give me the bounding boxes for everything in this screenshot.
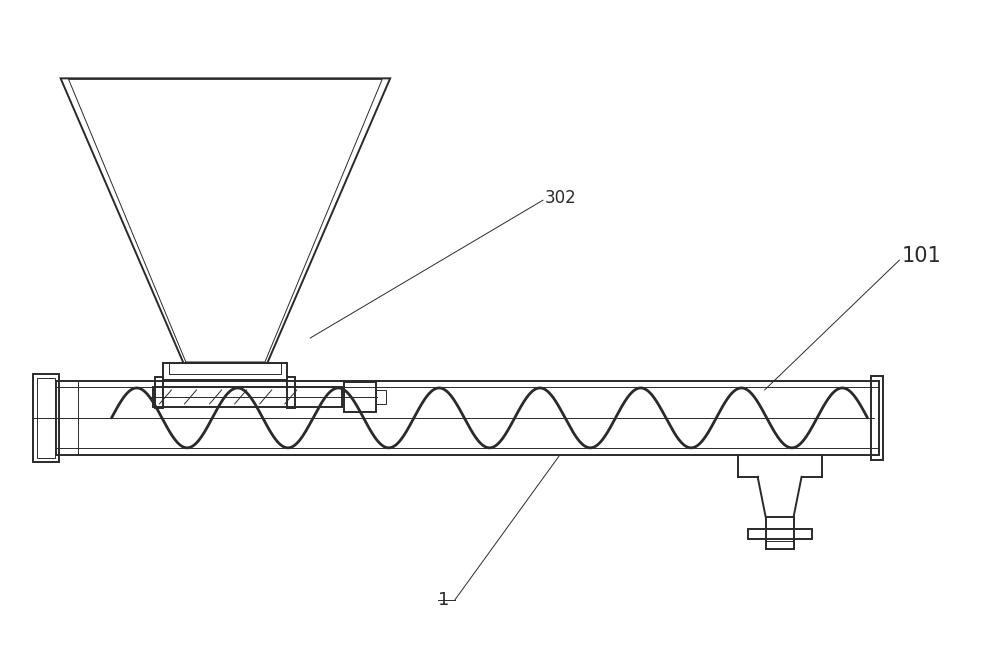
Bar bbox=[287, 377, 295, 408]
Bar bbox=[871, 376, 883, 460]
Bar bbox=[153, 387, 342, 407]
Bar bbox=[766, 517, 794, 549]
Text: 302: 302 bbox=[545, 189, 577, 207]
Bar bbox=[33, 374, 59, 462]
Bar bbox=[766, 541, 794, 549]
Bar bbox=[56, 381, 879, 455]
Bar bbox=[344, 382, 376, 412]
Text: 1: 1 bbox=[438, 590, 449, 609]
Bar bbox=[376, 390, 386, 404]
Text: 101: 101 bbox=[901, 246, 941, 266]
Bar bbox=[163, 363, 287, 380]
Bar bbox=[155, 377, 163, 408]
Bar bbox=[748, 529, 812, 539]
Bar bbox=[169, 363, 281, 374]
Bar bbox=[37, 378, 55, 458]
